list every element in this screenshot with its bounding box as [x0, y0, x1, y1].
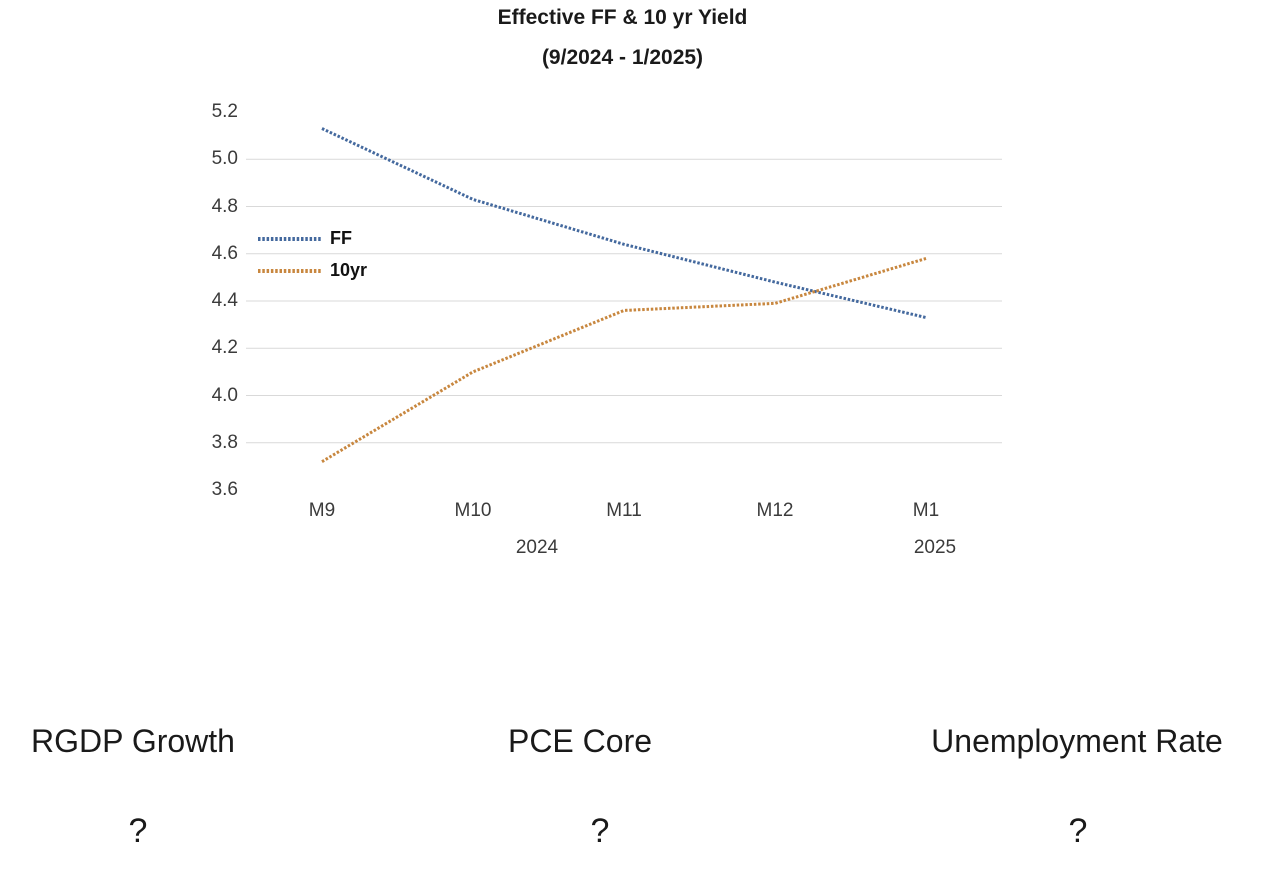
x-axis-year-label: 2024	[515, 537, 559, 558]
y-axis-tick-label: 4.6	[211, 242, 238, 264]
panel-pce-core: PCE Core ?	[447, 722, 713, 850]
y-axis-tick-label: 5.0	[211, 148, 238, 170]
question-mark-rgdp-growth: ?	[128, 812, 148, 850]
x-axis-year-label: 2025	[913, 537, 957, 558]
question-mark-unemployment-rate: ?	[1068, 812, 1088, 850]
y-axis-tick-label: 3.8	[211, 431, 238, 453]
panel-label-rgdp-growth: RGDP Growth	[31, 723, 235, 759]
y-axis-tick-label: 4.8	[211, 195, 238, 217]
x-axis-tick-label: M9	[308, 500, 336, 521]
question-mark-pce-core: ?	[590, 812, 610, 850]
series-line-ff	[321, 127, 927, 319]
legend-label-10yr: 10yr	[330, 260, 368, 280]
y-axis-tick-label: 5.2	[211, 101, 238, 122]
chart-subtitle: (9/2024 - 1/2025)	[541, 46, 704, 69]
panel-rgdp-growth: RGDP Growth ?	[0, 722, 266, 850]
panel-label-pce-core: PCE Core	[507, 723, 653, 759]
legend-swatch-ff	[258, 237, 322, 241]
y-axis-tick-label: 4.0	[211, 384, 238, 406]
x-axis-tick-label: M10	[454, 500, 492, 521]
chart-title: Effective FF & 10 yr Yield	[497, 6, 748, 29]
y-axis-tick-label: 4.4	[211, 290, 238, 311]
series-line-10yr	[321, 257, 927, 463]
x-axis-tick-label: M1	[912, 500, 940, 521]
line-chart-plot	[246, 127, 1002, 463]
panel-unemployment-rate: Unemployment Rate ?	[907, 722, 1247, 850]
y-axis-tick-label: 3.6	[211, 479, 238, 500]
panel-label-unemployment-rate: Unemployment Rate	[931, 723, 1223, 759]
legend-label-ff: FF	[330, 228, 352, 248]
legend-swatch-10yr	[258, 269, 322, 273]
x-axis-tick-label: M12	[756, 500, 794, 521]
x-axis-tick-label: M11	[606, 500, 642, 521]
y-axis-tick-label: 4.2	[211, 337, 238, 359]
